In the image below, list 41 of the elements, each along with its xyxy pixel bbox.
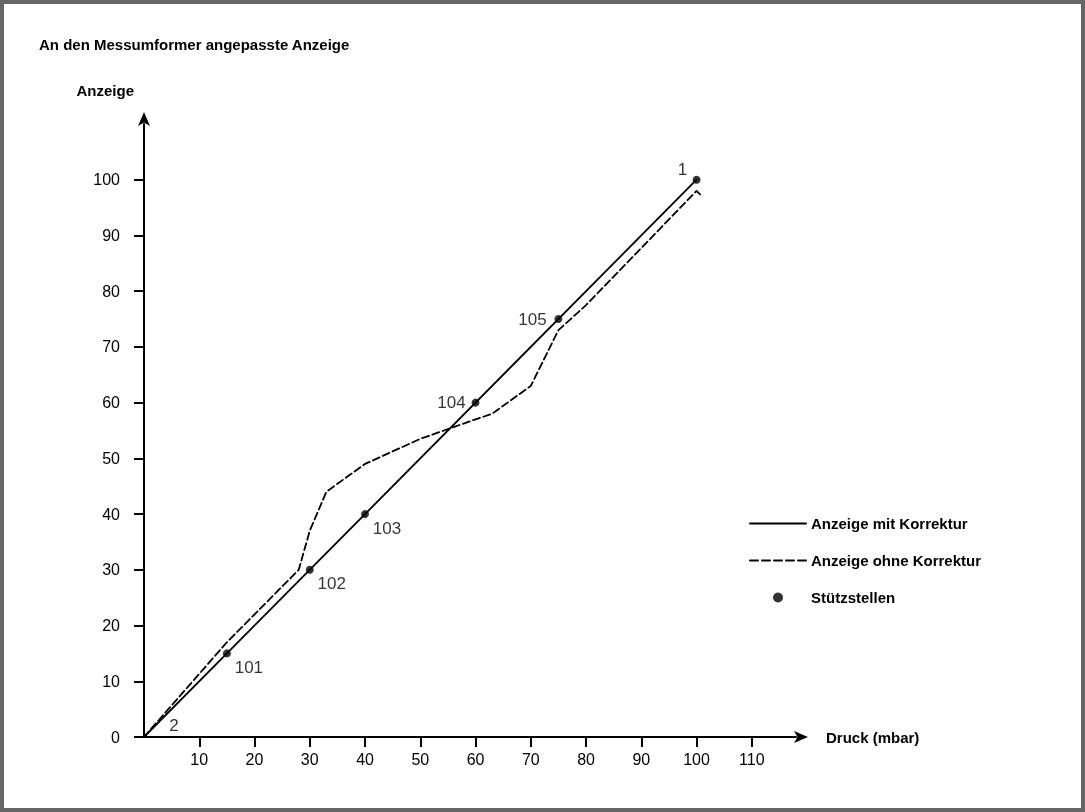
y-tick-label: 100 <box>93 171 121 189</box>
y-tick-label: 90 <box>102 226 121 244</box>
point <box>471 398 480 407</box>
y-tick-label: 70 <box>102 338 121 356</box>
y-tick-label: 40 <box>102 505 121 523</box>
x-tick-label: 20 <box>245 750 264 768</box>
legend-label: Anzeige ohne Korrektur <box>811 552 982 569</box>
x-tick-label: 70 <box>521 750 540 768</box>
x-tick-label: 110 <box>739 750 765 768</box>
point <box>554 315 563 324</box>
annotation: 104 <box>437 393 466 413</box>
x-tick-label: 100 <box>683 750 710 768</box>
annotation: 1 <box>677 160 688 180</box>
legend-label: Anzeige mit Korrektur <box>811 515 968 532</box>
legend-label: Stützstellen <box>811 589 896 606</box>
y-tick-label: 80 <box>102 282 121 300</box>
annotation: 101 <box>234 657 264 677</box>
y-tick-label: 60 <box>102 394 121 412</box>
y-tick-label: 10 <box>102 672 121 690</box>
point <box>692 175 701 184</box>
y-tick-label: 30 <box>102 561 121 579</box>
y-axis-title: Anzeige <box>76 82 134 99</box>
x-tick-label: 10 <box>190 750 209 768</box>
annotation: 103 <box>372 518 402 538</box>
x-tick-label: 40 <box>356 750 375 768</box>
annotation: 105 <box>518 309 547 329</box>
point <box>361 510 370 519</box>
x-tick-label: 80 <box>577 750 596 768</box>
y-tick-label: 20 <box>102 617 121 635</box>
x-tick-label: 50 <box>411 750 430 768</box>
annotation: 2 <box>169 715 179 735</box>
y-tick-label: 0 <box>111 728 121 746</box>
x-axis-title: Druck (mbar) <box>826 728 920 746</box>
chart-title: An den Messumformer angepasste Anzeige <box>39 36 350 53</box>
annotation: 102 <box>317 574 346 594</box>
x-tick-label: 60 <box>466 750 485 768</box>
point <box>222 649 231 658</box>
x-tick-label: 30 <box>300 750 319 768</box>
x-tick-label: 90 <box>632 750 651 768</box>
y-tick-label: 50 <box>102 449 121 467</box>
point <box>305 565 314 574</box>
